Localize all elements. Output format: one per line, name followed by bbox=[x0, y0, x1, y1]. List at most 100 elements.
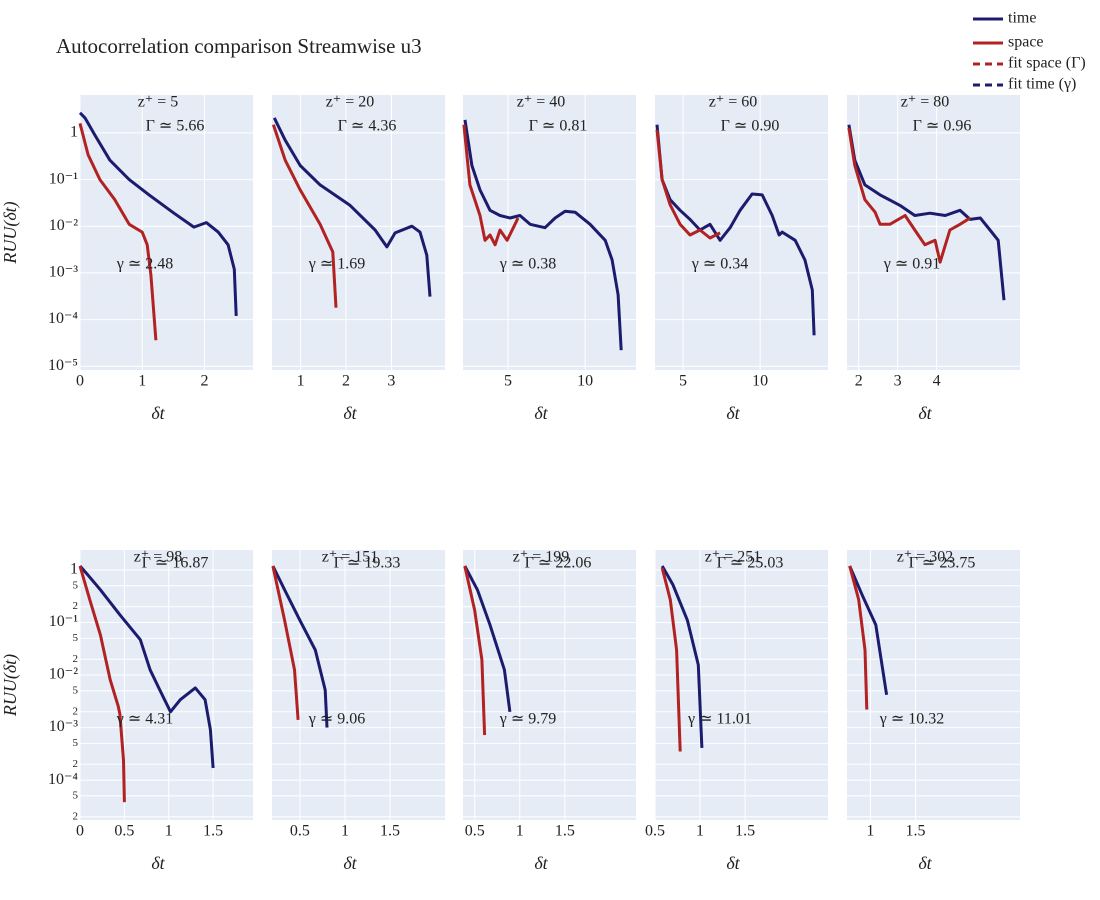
plot-background bbox=[463, 550, 636, 820]
annotation: Γ ≃ 22.06 bbox=[525, 555, 592, 572]
plot-background bbox=[80, 550, 253, 820]
plot-background bbox=[272, 550, 445, 820]
y-tick-label: 5 bbox=[73, 737, 79, 749]
annotation: z⁺ = 151 bbox=[322, 549, 379, 566]
x-tick-label: 0.5 bbox=[465, 823, 485, 840]
y-tick-label: 10⁻¹ bbox=[49, 170, 78, 187]
x-tick-label: 0.5 bbox=[114, 823, 134, 840]
annotation: γ ≃ 9.06 bbox=[308, 711, 365, 728]
x-tick-label: 0 bbox=[76, 373, 84, 390]
x-tick-label: 0.5 bbox=[645, 823, 665, 840]
x-tick-label: 0.5 bbox=[290, 823, 310, 840]
annotation: γ ≃ 0.38 bbox=[499, 256, 556, 273]
x-tick-label: 4 bbox=[933, 373, 941, 390]
y-tick-label: 5 bbox=[73, 789, 79, 801]
plot-background bbox=[80, 95, 253, 370]
x-axis-label: δt bbox=[534, 853, 548, 873]
data-line bbox=[462, 124, 520, 247]
annotation: z⁺ = 98 bbox=[134, 549, 183, 566]
data-line bbox=[848, 565, 869, 710]
y-tick-label: 2 bbox=[73, 705, 79, 717]
data-line bbox=[847, 127, 971, 264]
x-tick-label: 1.5 bbox=[735, 823, 755, 840]
annotation: z⁺ = 60 bbox=[709, 94, 758, 111]
data-line bbox=[655, 124, 816, 336]
annotation: γ ≃ 9.79 bbox=[499, 711, 556, 728]
data-line bbox=[463, 565, 512, 712]
x-tick-label: 1 bbox=[696, 823, 704, 840]
x-axis-label: δt bbox=[151, 853, 165, 873]
y-tick-label: 2 bbox=[73, 758, 79, 770]
y-tick-label: 2 bbox=[73, 810, 79, 822]
annotation: Γ ≃ 25.03 bbox=[717, 555, 784, 572]
annotation: γ ≃ 0.34 bbox=[691, 256, 748, 273]
x-axis-label: δt bbox=[343, 853, 357, 873]
annotation: z⁺ = 40 bbox=[517, 94, 566, 111]
data-line bbox=[78, 565, 126, 803]
x-tick-label: 5 bbox=[679, 373, 687, 390]
x-tick-label: 1 bbox=[866, 823, 874, 840]
figure-title: Autocorrelation comparison Streamwise u3 bbox=[56, 34, 422, 58]
y-tick-label: 5 bbox=[73, 632, 79, 644]
annotation: z⁺ = 20 bbox=[326, 94, 375, 111]
y-tick-label: 1 bbox=[70, 561, 78, 578]
y-tick-label: 2 bbox=[73, 653, 79, 665]
x-tick-label: 10 bbox=[577, 373, 593, 390]
y-tick-label: 10⁻¹ bbox=[49, 613, 78, 630]
annotation: Γ ≃ 23.75 bbox=[909, 555, 976, 572]
annotation: Γ ≃ 0.96 bbox=[913, 118, 972, 135]
annotation: γ ≃ 1.69 bbox=[308, 256, 365, 273]
plot-background bbox=[655, 95, 828, 370]
y-axis-label: RUU(δt) bbox=[0, 654, 21, 717]
y-tick-label: 10⁻⁴ bbox=[48, 771, 78, 788]
x-tick-label: 1.5 bbox=[555, 823, 575, 840]
x-axis-label: δt bbox=[726, 853, 740, 873]
x-tick-label: 1.5 bbox=[905, 823, 925, 840]
x-tick-label: 1.5 bbox=[380, 823, 400, 840]
x-axis-label: δt bbox=[726, 403, 740, 423]
x-tick-label: 5 bbox=[504, 373, 512, 390]
legend-label: time bbox=[1008, 10, 1036, 27]
y-tick-label: 1 bbox=[70, 124, 78, 141]
y-tick-label: 10⁻³ bbox=[49, 718, 78, 735]
y-tick-label: 10⁻² bbox=[49, 217, 78, 234]
annotation: Γ ≃ 5.66 bbox=[146, 118, 205, 135]
plot-background bbox=[847, 550, 1020, 820]
data-line bbox=[271, 565, 329, 728]
x-tick-label: 10 bbox=[752, 373, 768, 390]
x-tick-label: 3 bbox=[894, 373, 902, 390]
annotation: z⁺ = 251 bbox=[705, 549, 762, 566]
data-line bbox=[847, 124, 1006, 301]
data-line bbox=[463, 119, 623, 351]
legend-label: fit time (γ) bbox=[1008, 76, 1076, 93]
data-line bbox=[78, 123, 158, 341]
plot-background bbox=[463, 95, 636, 370]
y-tick-label: 10⁻⁵ bbox=[48, 357, 78, 374]
data-line bbox=[272, 117, 432, 297]
y-tick-label: 2 bbox=[73, 600, 79, 612]
data-line bbox=[271, 565, 300, 721]
x-axis-label: δt bbox=[534, 403, 548, 423]
data-line bbox=[271, 124, 338, 308]
annotation: γ ≃ 10.32 bbox=[879, 711, 944, 728]
data-line bbox=[655, 129, 721, 240]
plot-background bbox=[655, 550, 828, 820]
annotation: z⁺ = 5 bbox=[138, 94, 179, 111]
y-tick-label: 10⁻³ bbox=[49, 264, 78, 281]
x-tick-label: 2 bbox=[855, 373, 863, 390]
x-tick-label: 1 bbox=[165, 823, 173, 840]
x-tick-label: 2 bbox=[200, 373, 208, 390]
data-line bbox=[78, 111, 238, 316]
x-tick-label: 1 bbox=[516, 823, 524, 840]
data-line bbox=[848, 565, 889, 696]
y-axis-label: RUU(δt) bbox=[0, 201, 21, 264]
annotation: Γ ≃ 16.87 bbox=[142, 555, 209, 572]
y-tick-label: 10⁻⁴ bbox=[48, 310, 78, 327]
legend-label: fit space (Γ) bbox=[1008, 55, 1086, 72]
x-axis-label: δt bbox=[918, 403, 932, 423]
x-axis-label: δt bbox=[918, 853, 932, 873]
x-tick-label: 1.5 bbox=[203, 823, 223, 840]
x-tick-label: 1 bbox=[297, 373, 305, 390]
annotation: z⁺ = 302 bbox=[897, 549, 954, 566]
